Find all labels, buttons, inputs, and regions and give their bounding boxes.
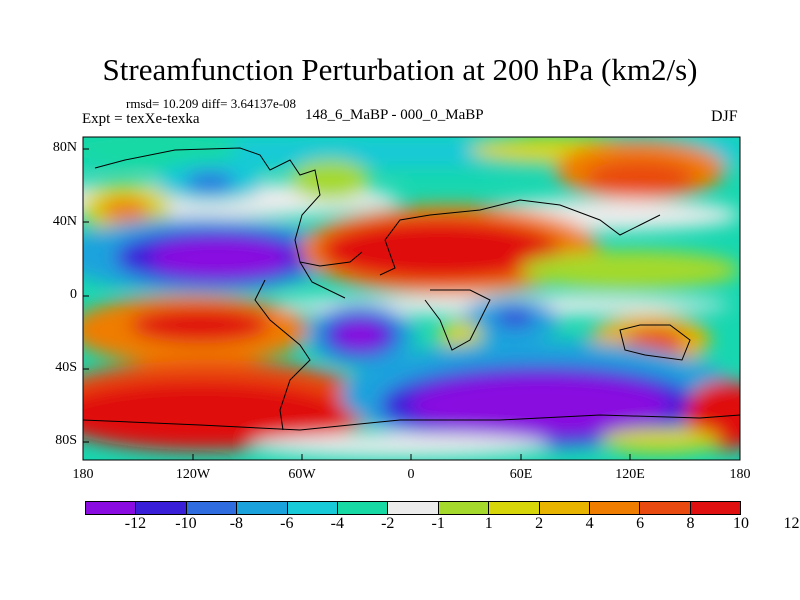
lon-label: 120E xyxy=(615,467,645,482)
lat-label: 80S xyxy=(55,433,77,448)
colorbar-box xyxy=(489,502,540,514)
colorbar-label: -6 xyxy=(280,515,294,532)
contour-field xyxy=(83,137,740,460)
colorbar-label: -10 xyxy=(175,515,197,532)
colorbar-box xyxy=(690,502,741,514)
colorbar-box xyxy=(438,502,490,514)
colorbar-label: -2 xyxy=(381,515,395,532)
lon-label: 0 xyxy=(407,467,415,482)
colorbar-box xyxy=(186,502,238,514)
coastlines xyxy=(83,147,740,431)
colorbar-box xyxy=(640,502,691,514)
experiment-label: Expt = texXe-texka xyxy=(82,111,200,127)
colorbar-label: -12 xyxy=(124,515,147,532)
colorbar-label: 2 xyxy=(535,515,544,532)
colorbar-box xyxy=(86,502,137,514)
lat-label: 0 xyxy=(70,287,77,302)
stats-text: rmsd= 10.209 diff= 3.64137e-08 xyxy=(126,96,297,111)
colorbar-box xyxy=(237,502,288,514)
lon-label: 60E xyxy=(509,467,533,482)
colorbar xyxy=(85,501,741,515)
colorbar-label: 10 xyxy=(733,515,749,532)
lon-label: 60W xyxy=(288,467,316,482)
lon-label: 120W xyxy=(175,467,211,482)
lat-label: 80N xyxy=(52,140,77,155)
colorbar-label: 4 xyxy=(585,515,594,532)
colorbar-label: -1 xyxy=(431,515,445,532)
colorbar-box xyxy=(136,502,187,514)
axis-ticks xyxy=(82,148,741,460)
season-label: DJF xyxy=(711,108,738,125)
colorbar-label: 6 xyxy=(636,515,645,532)
colorbar-label: 12 xyxy=(783,515,800,532)
lat-label: 40S xyxy=(55,360,77,375)
case-label: 148_6_MaBP - 000_0_MaBP xyxy=(305,107,484,123)
colorbar-label: 8 xyxy=(686,515,695,532)
lat-label: 40N xyxy=(52,214,77,229)
colorbar-label: -8 xyxy=(229,515,244,532)
lon-label: 180 xyxy=(729,467,751,482)
colorbar-box xyxy=(337,502,389,514)
colorbar-box xyxy=(539,502,590,514)
colorbar-label: -4 xyxy=(330,515,344,532)
colorbar-box xyxy=(388,502,439,514)
plot-title: Streamfunction Perturbation at 200 hPa (… xyxy=(102,52,698,87)
colorbar-box xyxy=(589,502,641,514)
colorbar-box xyxy=(287,502,338,514)
lon-label: 180 xyxy=(72,467,94,482)
colorbar-label: 1 xyxy=(484,515,493,532)
